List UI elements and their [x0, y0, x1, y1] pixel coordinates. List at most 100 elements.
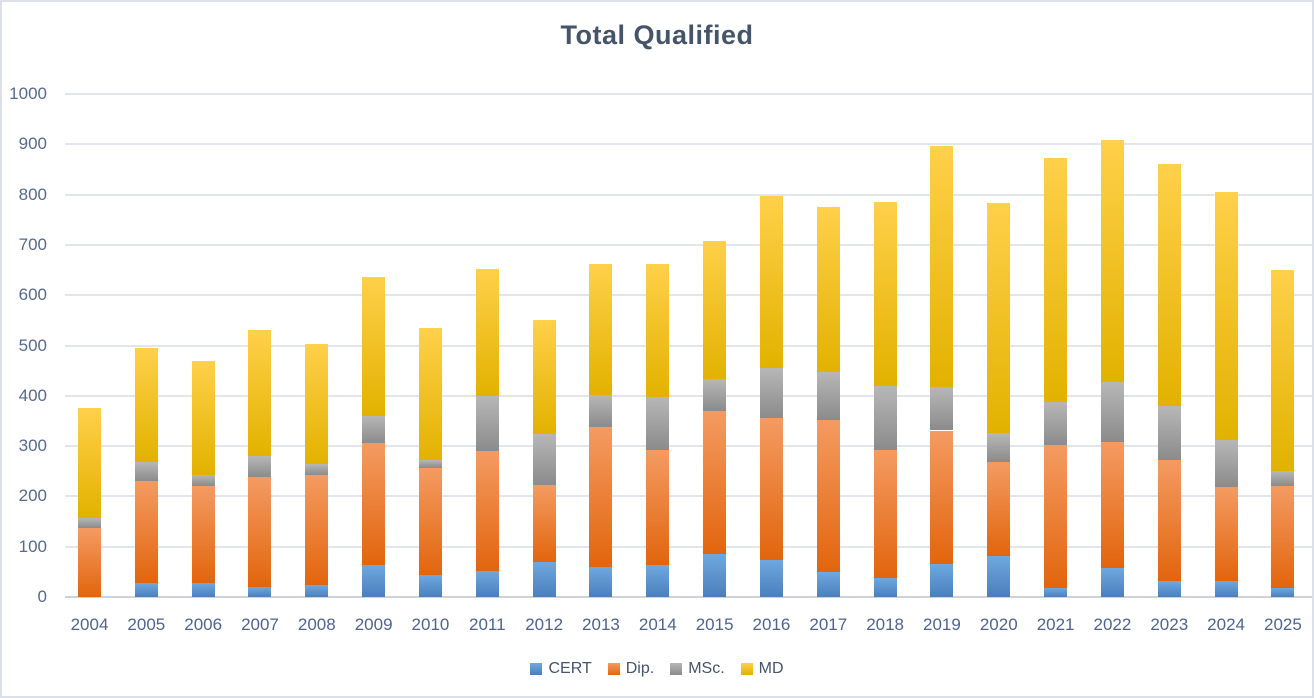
bar-segment-md-2022	[1100, 140, 1124, 383]
bar-segment-md-2020	[987, 203, 1011, 433]
legend: CERT Dip. MSc. MD	[2, 660, 1312, 678]
legend-item-md: MD	[740, 660, 784, 678]
gridline	[65, 243, 1312, 246]
gridline	[65, 143, 1312, 146]
bar-segment-md-2009	[362, 277, 386, 417]
x-axis-tick-label-2021: 2021	[1036, 615, 1075, 634]
md-series-swatch-icon	[740, 663, 753, 675]
x-axis-tick-label-2011: 2011	[469, 615, 506, 634]
bar-2025	[1271, 2, 1295, 597]
bar-2022	[1100, 2, 1124, 597]
x-axis-tick-label-2010: 2010	[411, 615, 450, 634]
bar-segment-cert-2019	[930, 564, 954, 597]
gridline	[65, 495, 1312, 498]
bar-2014	[646, 2, 670, 597]
x-axis-tick-label-2024: 2024	[1207, 615, 1245, 634]
bar-segment-dip-2013	[589, 427, 613, 567]
bar-segment-md-2004	[78, 408, 101, 519]
bar-2004	[78, 2, 101, 597]
bar-segment-cert-2021	[1044, 588, 1068, 597]
bar-segment-msc-2013	[589, 395, 613, 428]
bar-segment-msc-2025	[1271, 470, 1295, 487]
gridline	[65, 344, 1312, 347]
x-axis-tick-label-2005: 2005	[127, 615, 166, 634]
x-axis-tick-label-2015: 2015	[695, 615, 734, 634]
bar-segment-md-2011	[475, 269, 499, 397]
gridline	[65, 193, 1312, 196]
x-axis-tick-label-2018: 2018	[866, 615, 905, 634]
bar-segment-cert-2023	[1157, 580, 1181, 597]
bar-segment-cert-2012	[532, 561, 556, 597]
bar-2024	[1214, 2, 1238, 597]
x-axis-tick-label-2019: 2019	[923, 615, 961, 634]
bar-segment-cert-2017	[816, 571, 840, 597]
bar-segment-dip-2018	[873, 449, 897, 579]
y-axis-tick-label: 200	[18, 486, 47, 506]
legend-item-msc: MSc.	[670, 660, 725, 678]
x-axis-tick-label-2008: 2008	[297, 615, 336, 634]
bar-segment-md-2017	[816, 207, 840, 372]
legend-label-cert: CERT	[548, 660, 592, 677]
x-axis-tick-label-2009: 2009	[354, 615, 393, 634]
bar-2021	[1044, 2, 1068, 597]
bar-segment-cert-2013	[589, 566, 613, 597]
x-axis-tick-label-2014: 2014	[638, 615, 677, 634]
bar-segment-msc-2008	[305, 463, 329, 475]
legend-label-md: MD	[758, 660, 784, 677]
bar-2006	[191, 2, 215, 597]
bar-segment-msc-2009	[362, 416, 386, 443]
bar-2010	[418, 2, 442, 597]
bar-segment-msc-2010	[418, 459, 442, 468]
bar-segment-md-2010	[418, 327, 442, 460]
bar-2005	[134, 2, 158, 597]
bar-segment-cert-2010	[418, 574, 442, 597]
cert-series-swatch-icon	[530, 663, 543, 675]
bar-segment-md-2007	[248, 330, 272, 457]
bar-segment-msc-2024	[1214, 439, 1238, 488]
bar-segment-md-2006	[191, 360, 215, 475]
bar-segment-msc-2014	[646, 396, 670, 450]
bar-segment-dip-2009	[362, 442, 386, 566]
bar-segment-md-2008	[305, 344, 329, 464]
bar-2016	[759, 2, 783, 597]
bar-segment-md-2025	[1271, 269, 1295, 471]
y-axis-tick-label: 500	[18, 335, 47, 355]
y-axis-tick-label: 300	[18, 436, 47, 456]
y-axis-tick-label: 900	[18, 134, 47, 154]
bar-segment-dip-2012	[532, 484, 556, 562]
bar-2019	[930, 2, 954, 597]
bar-segment-dip-2006	[191, 485, 215, 583]
bar-segment-md-2016	[759, 195, 783, 368]
legend-label-msc: MSc.	[688, 660, 725, 677]
bar-segment-md-2023	[1157, 164, 1181, 406]
bar-2007	[248, 2, 272, 597]
bar-segment-msc-2016	[759, 367, 783, 418]
bar-segment-msc-2017	[816, 371, 840, 420]
bar-segment-dip-2004	[78, 528, 101, 597]
gridline	[65, 93, 1312, 95]
x-axis-tick-label-2016: 2016	[752, 615, 791, 634]
gridline	[65, 545, 1312, 548]
bar-2012	[532, 2, 556, 597]
bar-2023	[1157, 2, 1181, 597]
bar-2020	[987, 2, 1011, 597]
bar-segment-dip-2008	[305, 474, 329, 585]
bar-segment-msc-2015	[703, 379, 727, 412]
gridline	[65, 394, 1312, 397]
bar-segment-cert-2025	[1271, 587, 1295, 597]
bar-segment-msc-2011	[475, 396, 499, 451]
bar-segment-msc-2007	[248, 456, 272, 477]
bar-segment-cert-2024	[1214, 581, 1238, 597]
bar-segment-dip-2010	[418, 467, 442, 575]
bar-segment-cert-2009	[362, 565, 386, 597]
y-axis-tick-label: 400	[18, 385, 47, 405]
legend-label-dip: Dip.	[625, 660, 655, 677]
bar-segment-cert-2018	[873, 578, 897, 597]
bar-segment-cert-2020	[987, 555, 1011, 597]
legend-item-cert: CERT	[530, 660, 592, 678]
x-axis-tick-label-2007: 2007	[241, 615, 279, 634]
bar-segment-dip-2019	[930, 430, 954, 565]
y-axis-tick-label: 600	[18, 285, 47, 305]
bar-segment-msc-2019	[930, 387, 954, 431]
